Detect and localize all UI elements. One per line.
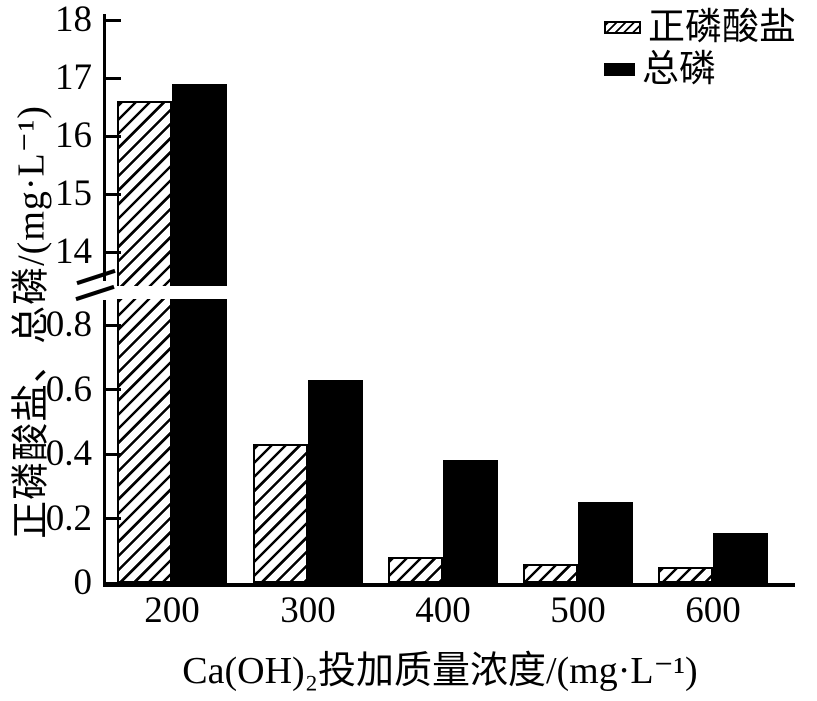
y-tick [106, 452, 121, 456]
y-tick [106, 18, 121, 22]
bar-total-phosphorus-600 [713, 533, 768, 583]
bar-orthophosphate-200 [117, 101, 172, 286]
y-tick-label: 0 [73, 562, 93, 603]
x-tick-label: 200 [144, 590, 200, 631]
legend-solid-swatch-icon [604, 62, 635, 76]
y-tick [106, 134, 121, 138]
y-axis-line [103, 14, 106, 587]
y-tick [106, 517, 121, 520]
bar-total-phosphorus-200 [172, 83, 227, 286]
bar-orthophosphate-300 [253, 444, 308, 583]
y-tick-label: 0.2 [45, 497, 92, 539]
x-axis-line [103, 583, 795, 587]
y-tick-label: 14 [55, 231, 92, 272]
bar-orthophosphate-500 [523, 563, 578, 583]
bar-total-phosphorus-500 [578, 502, 633, 583]
bar-total-phosphorus-200 [172, 299, 227, 583]
y-tick-label: 18 [55, 0, 92, 40]
y-tick [106, 192, 121, 196]
legend: 正磷酸盐 总磷 [604, 6, 796, 90]
y-tick [106, 581, 121, 585]
bar-orthophosphate-200 [117, 299, 172, 583]
y-tick [106, 323, 121, 327]
y-tick-label: 0.6 [45, 368, 92, 410]
legend-label: 总磷 [642, 48, 716, 90]
x-tick-label: 600 [685, 590, 741, 631]
bar-total-phosphorus-400 [443, 460, 498, 583]
legend-item-orthophosphate: 正磷酸盐 [604, 6, 796, 48]
y-tick-label: 15 [55, 173, 92, 214]
legend-item-total-phosphorus: 总磷 [604, 48, 796, 90]
y-tick [106, 388, 121, 391]
x-tick-label: 300 [280, 590, 336, 631]
y-tick-label: 0.4 [45, 433, 92, 474]
legend-hatched-swatch-icon [604, 20, 641, 34]
y-tick-label: 17 [55, 57, 92, 98]
y-axis-title: 正磷酸盐、总磷/(mg·L⁻¹) [10, 105, 53, 539]
legend-label: 正磷酸盐 [648, 6, 796, 48]
y-tick-label: 0.8 [45, 304, 92, 345]
bar-orthophosphate-600 [658, 566, 713, 583]
bar-orthophosphate-400 [388, 557, 443, 583]
y-tick [106, 76, 121, 80]
y-tick-label: 16 [55, 115, 92, 156]
y-tick [106, 250, 121, 254]
x-axis-title: Ca(OH)₂投加质量浓度/(mg·L⁻¹) [182, 650, 698, 692]
x-tick-label: 400 [415, 590, 471, 631]
bar-total-phosphorus-300 [308, 379, 363, 583]
x-tick-label: 500 [550, 590, 606, 631]
